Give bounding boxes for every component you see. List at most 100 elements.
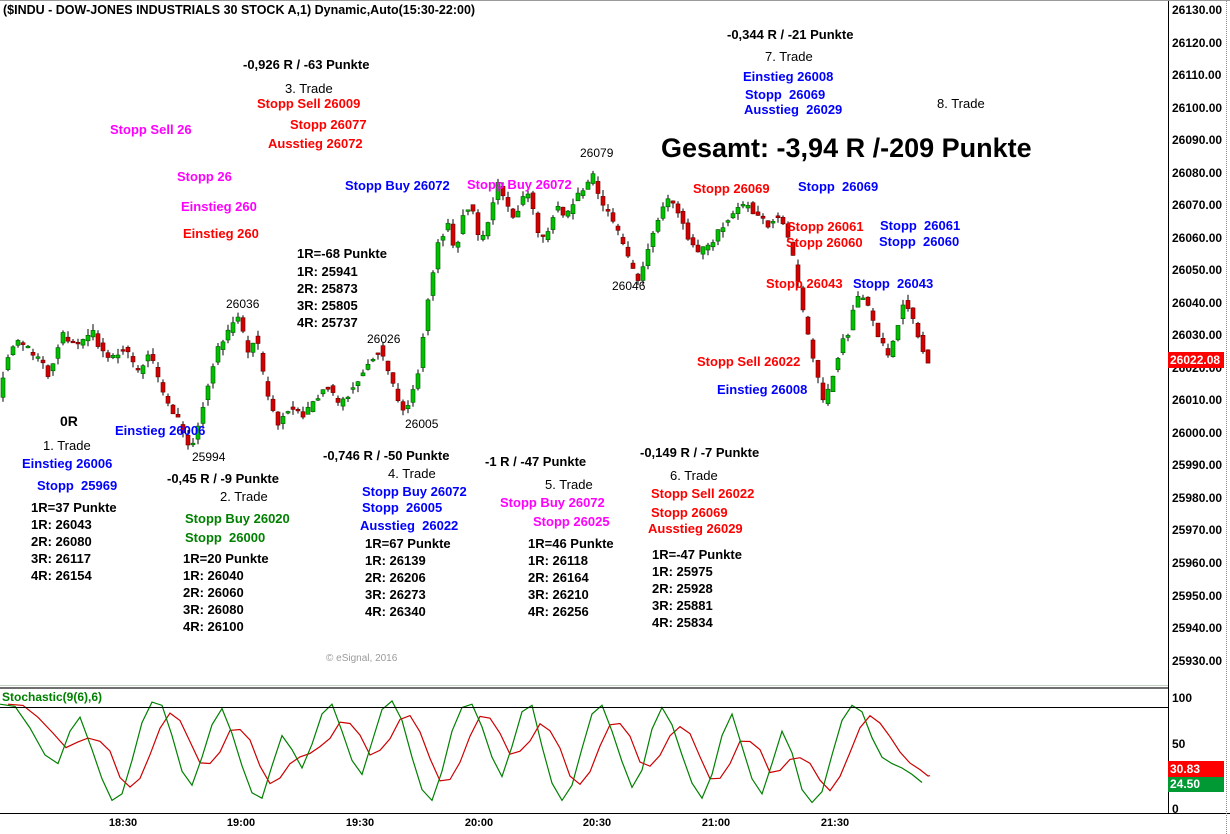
chart-annotation: 1R: 26139: [365, 553, 426, 568]
chart-annotation: Gesamt: -3,94 R /-209 Punkte: [661, 133, 1032, 163]
chart-title: ($INDU - DOW-JONES INDUSTRIALS 30 STOCK …: [3, 3, 476, 17]
chart-annotation: 2. Trade: [220, 489, 268, 504]
chart-annotation: Stopp 26: [177, 169, 232, 184]
chart-annotation: 3R: 25805: [297, 298, 358, 313]
window-edge: [1226, 1, 1227, 834]
chart-annotation: 4. Trade: [388, 466, 436, 481]
chart-annotation: 3R: 26080: [183, 602, 244, 617]
chart-annotation: 7. Trade: [765, 49, 813, 64]
price-axis-label: 26080.00: [1172, 165, 1223, 180]
price-axis-label: 25960.00: [1172, 556, 1223, 570]
chart-annotation: Stopp Buy 26072: [345, 178, 450, 193]
price-axis-label: 26090.00: [1172, 133, 1223, 148]
time-axis-label: 21:30: [820, 817, 850, 829]
price-axis-label: 26060.00: [1172, 230, 1223, 245]
price-axis-line: [1168, 1, 1169, 813]
stochastic-green-value-badge: 24.50: [1168, 776, 1224, 792]
chart-annotation: 2R: 26164: [528, 570, 589, 585]
chart-annotation: 1R: 25975: [652, 564, 713, 579]
chart-annotation: 4R: 26256: [528, 604, 589, 619]
chart-annotation: Stopp Sell 26009: [257, 96, 361, 111]
chart-annotation: 8. Trade: [937, 96, 985, 111]
time-axis-line: [0, 813, 1230, 814]
chart-annotation: 5. Trade: [545, 477, 593, 492]
price-axis-label: 26130.00: [1172, 3, 1223, 17]
chart-annotation: 2R: 26080: [31, 534, 92, 549]
time-axis-label: 19:30: [345, 817, 375, 829]
chart-annotation: 4R: 26340: [365, 604, 426, 619]
chart-annotation: 1R=67 Punkte: [365, 536, 451, 551]
price-axis-label: 25970.00: [1172, 523, 1223, 538]
chart-annotation: © eSignal, 2016: [326, 653, 398, 664]
chart-annotation: Stopp 26061: [787, 219, 864, 234]
chart-annotation: 26036: [226, 297, 260, 311]
chart-annotation: Stopp 26043: [766, 276, 843, 291]
chart-annotation: 3R: 26210: [528, 587, 589, 602]
chart-annotation: Stopp 26069: [651, 505, 728, 520]
chart-annotation: -0,344 R / -21 Punkte: [727, 27, 854, 42]
chart-annotation: 4R: 26100: [183, 619, 244, 634]
price-axis-label: 26030.00: [1172, 328, 1223, 343]
chart-annotation: Stopp 26000: [185, 530, 266, 545]
chart-annotation: Stopp Buy 26072: [467, 177, 572, 192]
price-axis-label: 26050.00: [1172, 263, 1223, 278]
chart-annotation: Einstieg 26008: [717, 382, 808, 397]
chart-annotation: Stopp 26061: [880, 218, 961, 233]
price-axis-label: 26110.00: [1172, 68, 1222, 83]
chart-annotation: Stopp 26043: [853, 276, 934, 291]
chart-annotation: Ausstieg 26029: [648, 521, 743, 536]
chart-annotation: 25994: [192, 450, 226, 464]
chart-annotation: 1. Trade: [43, 438, 91, 453]
chart-annotation: 1R=37 Punkte: [31, 500, 117, 515]
stochastic-indicator-panel[interactable]: [0, 687, 1168, 813]
chart-annotation: -0,926 R / -63 Punkte: [243, 57, 370, 72]
chart-annotation: 4R: 26154: [31, 568, 92, 583]
candlestick-chart[interactable]: [0, 1, 1168, 687]
chart-annotation: 3R: 25881: [652, 598, 713, 613]
price-axis-label: 26070.00: [1172, 198, 1223, 213]
chart-annotation: -0,149 R / -7 Punkte: [640, 445, 760, 460]
chart-annotation: 1R=46 Punkte: [528, 536, 614, 551]
current-price-badge: 26022.08: [1168, 352, 1224, 368]
chart-annotation: 26026: [367, 332, 401, 346]
price-axis-label: 25950.00: [1172, 588, 1223, 603]
chart-annotation: 1R: 26118: [528, 553, 588, 568]
price-axis-label: 25940.00: [1172, 621, 1223, 636]
chart-annotation: 2R: 25873: [297, 281, 358, 296]
chart-annotation: Einstieg 26006: [115, 423, 206, 438]
chart-annotation: Stopp 25969: [37, 478, 118, 493]
chart-annotation: 26046: [612, 279, 646, 293]
chart-annotation: Einstieg 26008: [743, 69, 834, 84]
stoch-scale-0: 0: [1172, 802, 1179, 816]
chart-annotation: 3R: 26273: [365, 587, 426, 602]
chart-annotation: Stopp 26069: [745, 87, 826, 102]
time-axis-label: 18:30: [108, 817, 138, 829]
price-axis-label: 25930.00: [1172, 653, 1223, 668]
time-axis-label: 20:30: [582, 817, 612, 829]
stochastic-100-line: [0, 707, 1168, 708]
chart-annotation: Einstieg 260: [183, 226, 259, 241]
time-axis-label: 21:00: [701, 817, 731, 829]
chart-annotation: Stopp 26005: [362, 500, 443, 515]
chart-annotation: 4R: 25737: [297, 315, 358, 330]
chart-annotation: 1R: 26040: [183, 568, 244, 583]
chart-annotation: 26079: [580, 146, 614, 160]
chart-annotation: Stopp Sell 26: [110, 122, 192, 137]
price-axis-label: 26000.00: [1172, 425, 1223, 440]
chart-annotation: 6. Trade: [670, 468, 718, 483]
chart-annotation: 0R: [60, 413, 78, 429]
chart-annotation: 26005: [405, 417, 439, 431]
price-axis-label: 25990.00: [1172, 458, 1223, 473]
chart-annotation: 1R: 26043: [31, 517, 92, 532]
chart-annotation: Stopp 26060: [786, 235, 863, 250]
panel-separator-dark: [0, 687, 1168, 689]
chart-annotation: 2R: 26060: [183, 585, 244, 600]
stoch-scale-50: 50: [1172, 737, 1186, 751]
chart-annotation: Stopp Sell 26022: [651, 486, 755, 501]
chart-annotation: Stopp 26069: [798, 179, 879, 194]
chart-annotation: -0,746 R / -50 Punkte: [323, 448, 450, 463]
chart-annotation: Ausstieg 26022: [360, 518, 459, 533]
price-axis-label: 26010.00: [1172, 393, 1223, 408]
chart-annotation: 1R: 25941: [297, 264, 358, 279]
